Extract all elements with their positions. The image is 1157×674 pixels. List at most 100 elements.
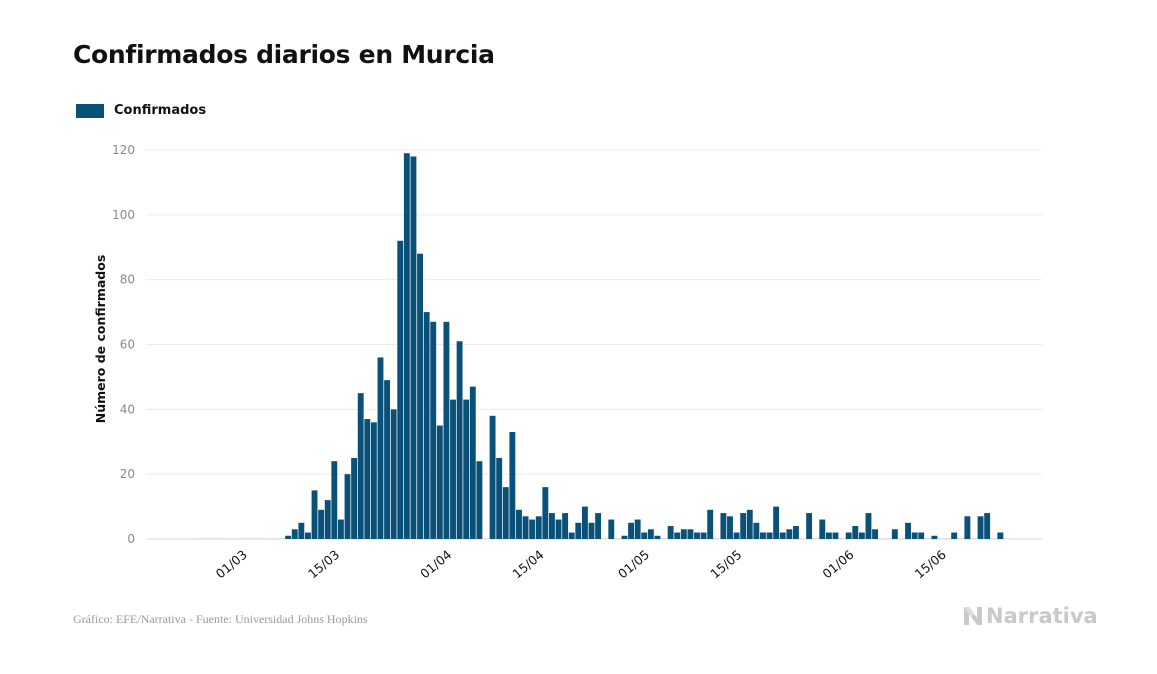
bar <box>278 538 285 539</box>
y-axis-ticks: 0 20 40 60 80 100 120 <box>112 143 135 546</box>
bar <box>595 513 602 539</box>
bar <box>390 409 397 539</box>
x-axis-ticks: 01/03 15/03 01/04 15/04 01/05 15/05 01/06 15/06 <box>213 547 949 582</box>
bar <box>707 509 714 539</box>
y-tick-label: 60 <box>120 338 135 352</box>
bar <box>489 415 496 539</box>
bar <box>199 538 206 539</box>
bar <box>430 321 437 539</box>
bar <box>410 156 417 539</box>
bar <box>469 386 476 539</box>
bar <box>694 532 700 539</box>
bar <box>232 538 239 539</box>
x-tick-label: 01/06 <box>819 547 856 582</box>
bar <box>555 519 562 539</box>
bar <box>351 457 358 539</box>
y-tick-label: 0 <box>127 532 135 546</box>
bar <box>812 538 819 539</box>
bar <box>522 516 529 539</box>
source-note: Gráfico: EFE/Narrativa - Fuente: Univers… <box>73 612 368 626</box>
bar <box>397 240 404 539</box>
bar <box>938 538 944 539</box>
bar <box>548 513 555 539</box>
bar <box>832 532 839 539</box>
bar <box>535 516 542 539</box>
bar <box>344 474 351 539</box>
bar <box>575 522 582 539</box>
bar <box>304 532 311 539</box>
bar <box>839 538 846 539</box>
gridlines <box>146 149 1042 540</box>
bar <box>588 522 595 539</box>
bar <box>562 513 569 539</box>
bar <box>245 538 252 539</box>
bar <box>997 532 1004 539</box>
bar <box>324 500 331 539</box>
bar <box>825 532 832 539</box>
bar <box>845 532 852 539</box>
bar <box>957 538 964 539</box>
narrativa-logo-icon <box>964 607 982 625</box>
bar <box>337 519 344 539</box>
bar <box>680 529 687 539</box>
bar <box>628 522 635 539</box>
bar <box>463 399 470 539</box>
x-tick-label: 01/03 <box>213 547 250 582</box>
bar <box>661 538 667 539</box>
bar <box>384 380 391 539</box>
x-tick-label: 15/06 <box>912 547 949 582</box>
bar <box>746 509 753 539</box>
bar <box>225 538 232 539</box>
bar <box>990 538 997 539</box>
bar <box>417 253 423 539</box>
bar <box>806 513 813 539</box>
bar <box>760 532 766 539</box>
bar <box>364 419 371 539</box>
bar <box>357 393 364 539</box>
bar <box>944 538 951 539</box>
y-tick-label: 100 <box>112 208 135 222</box>
bar <box>667 526 674 539</box>
bar <box>951 532 958 539</box>
bar <box>911 532 918 539</box>
bar <box>964 516 971 539</box>
bar <box>212 538 219 539</box>
y-tick-label: 20 <box>120 467 135 481</box>
bar <box>878 538 885 539</box>
bar <box>423 312 430 539</box>
bar <box>727 516 733 539</box>
bar <box>206 538 212 539</box>
bar <box>186 538 193 539</box>
bars <box>186 153 1004 539</box>
x-tick-label: 15/05 <box>707 547 744 582</box>
x-tick-label: 01/04 <box>417 547 454 582</box>
y-axis-label: Número de confirmados <box>93 255 108 424</box>
bar <box>265 538 272 539</box>
x-tick-label: 15/04 <box>509 547 546 582</box>
bar <box>898 538 905 539</box>
brand-name: Narrativa <box>986 604 1098 628</box>
bar <box>291 529 298 539</box>
bar <box>872 529 879 539</box>
bar <box>687 529 694 539</box>
bar <box>581 506 588 539</box>
bar <box>905 522 911 539</box>
legend: Confirmados <box>76 103 206 118</box>
brand: Narrativa <box>963 604 1098 628</box>
bar <box>285 535 292 539</box>
bar <box>720 513 727 539</box>
bar <box>700 532 707 539</box>
bar <box>331 461 338 539</box>
bar <box>786 529 793 539</box>
bar <box>634 519 641 539</box>
bar <box>318 509 325 539</box>
bar <box>568 532 575 539</box>
bar <box>436 425 443 539</box>
bar <box>773 506 780 539</box>
bar <box>971 538 977 539</box>
chart-title: Confirmados diarios en Murcia <box>73 40 495 69</box>
bar <box>885 538 892 539</box>
bar <box>891 529 898 539</box>
bar <box>865 513 872 539</box>
